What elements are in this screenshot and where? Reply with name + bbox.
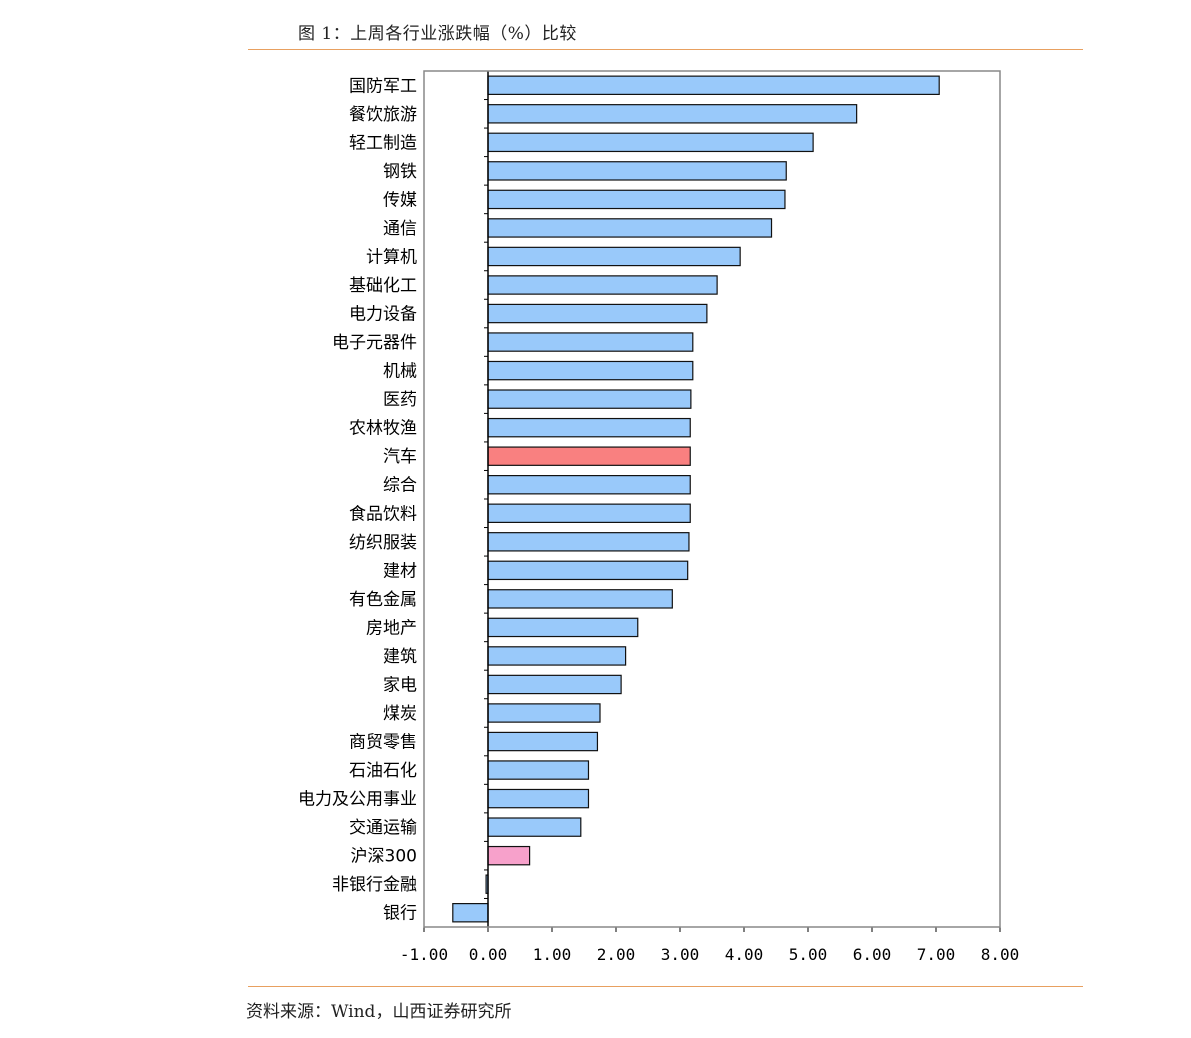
- category-label: 商贸零售: [349, 733, 417, 753]
- category-label: 传媒: [383, 190, 417, 210]
- category-label: 交通运输: [349, 818, 417, 838]
- category-label: 家电: [383, 675, 417, 695]
- x-tick-label: 6.00: [853, 945, 892, 964]
- category-label: 煤炭: [383, 704, 417, 724]
- source-note: 资料来源：Wind，山西证券研究所: [246, 1002, 512, 1022]
- bar-highlight: [487, 446, 691, 466]
- bar: [487, 417, 691, 438]
- bar: [487, 503, 691, 523]
- category-label: 综合: [383, 476, 417, 496]
- x-tick-label: 1.00: [533, 945, 572, 964]
- category-labels: 国防军工餐饮旅游轻工制造钢铁传媒通信计算机基础化工电力设备电子元器件机械医药农林…: [298, 76, 417, 923]
- category-label: 通信: [383, 219, 417, 239]
- bar: [487, 788, 590, 809]
- bar: [487, 132, 814, 153]
- bar: [487, 646, 627, 666]
- bar: [487, 246, 741, 267]
- category-label: 沪深300: [351, 847, 417, 867]
- top-divider: [248, 49, 1083, 50]
- category-label: 餐饮旅游: [349, 105, 417, 125]
- zero-axis: [484, 70, 489, 928]
- x-axis-ticks: -1.00 0.00 1.00 2.00 3.00 4.00 5.00 6.00 7.00 8.0…: [400, 927, 1019, 964]
- x-tick-label: 8.00: [981, 945, 1020, 964]
- category-label: 石油石化: [349, 761, 417, 781]
- x-tick-label: 0.00: [469, 945, 508, 964]
- x-tick-label: -1.00: [400, 945, 448, 964]
- bar: [487, 189, 786, 210]
- bar: [487, 218, 773, 238]
- plot-frame: [423, 70, 1001, 928]
- bar: [487, 389, 692, 409]
- category-label: 电子元器件: [332, 333, 417, 353]
- category-label: 钢铁: [383, 162, 417, 182]
- bar: [487, 617, 639, 638]
- category-label: 轻工制造: [349, 133, 417, 153]
- category-label: 计算机: [366, 247, 417, 267]
- bar: [487, 760, 590, 780]
- category-label: 非银行金融: [332, 875, 417, 895]
- figure-title: 图 1：上周各行业涨跌幅（%）比较: [298, 24, 577, 44]
- bar-group: [452, 75, 940, 923]
- category-label: 国防军工: [349, 76, 417, 96]
- category-label: 电力及公用事业: [298, 790, 417, 810]
- bar: [487, 589, 673, 609]
- bar: [487, 275, 718, 295]
- bar-index: [487, 845, 531, 866]
- category-label: 房地产: [366, 618, 417, 638]
- bar: [487, 817, 582, 837]
- bar: [487, 104, 858, 124]
- x-tick-label: 2.00: [597, 945, 636, 964]
- bar: [452, 903, 489, 923]
- category-label: 食品饮料: [349, 504, 417, 524]
- category-label: 建材: [383, 561, 417, 581]
- x-tick-label: 5.00: [789, 945, 828, 964]
- category-label: 机械: [383, 362, 417, 382]
- bar: [487, 532, 690, 552]
- x-tick-label: 7.00: [917, 945, 956, 964]
- bottom-divider: [248, 986, 1083, 987]
- category-label: 有色金属: [349, 590, 417, 610]
- category-label: 纺织服装: [349, 533, 417, 553]
- bar: [487, 161, 787, 181]
- category-label: 基础化工: [349, 276, 417, 296]
- category-label: 银行: [383, 904, 417, 924]
- bar: [487, 75, 940, 95]
- bar: [487, 703, 601, 723]
- category-label: 农林牧渔: [349, 419, 417, 439]
- bar: [487, 303, 708, 324]
- x-tick-label: 4.00: [725, 945, 764, 964]
- bar: [487, 731, 599, 752]
- bar: [487, 560, 689, 581]
- bar: [487, 674, 622, 695]
- category-label: 建筑: [383, 647, 417, 667]
- bar: [487, 332, 694, 352]
- bar: [487, 360, 694, 381]
- x-tick-label: 3.00: [661, 945, 700, 964]
- category-label: 医药: [383, 390, 417, 410]
- category-label: 电力设备: [349, 305, 417, 325]
- bar: [487, 475, 691, 495]
- category-label: 汽车: [383, 447, 417, 467]
